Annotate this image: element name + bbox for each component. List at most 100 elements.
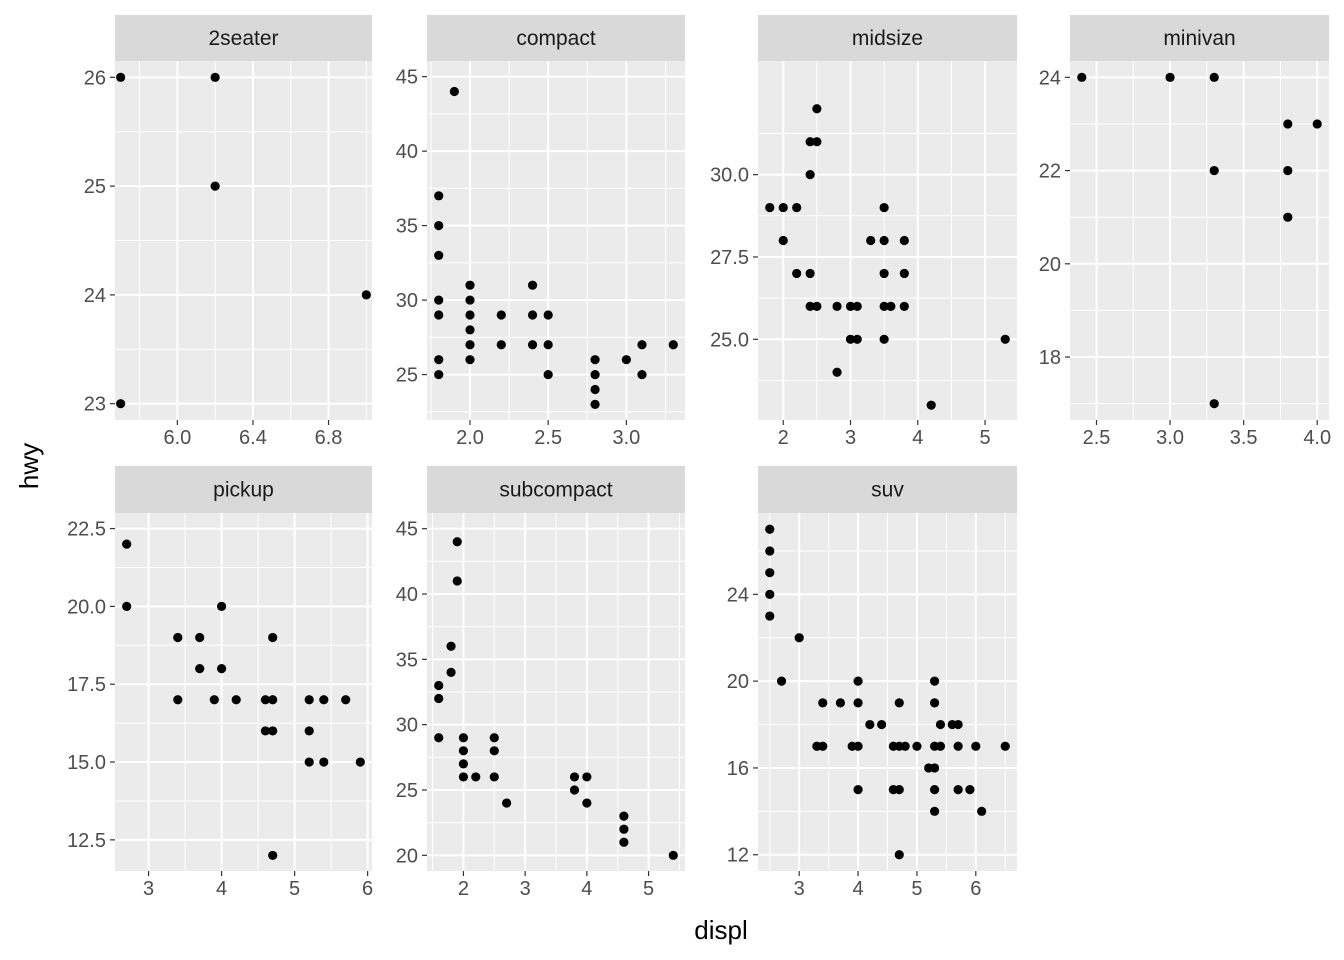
data-point: [953, 785, 963, 795]
data-point: [794, 633, 804, 643]
data-point: [1283, 165, 1293, 176]
y-tick-label: 18: [1039, 347, 1061, 369]
x-tick-label: 6: [362, 878, 373, 900]
data-point: [590, 355, 600, 365]
facet-strip: [115, 466, 372, 513]
data-point: [900, 741, 910, 751]
data-point: [355, 757, 365, 767]
x-tick-label: 3.0: [612, 427, 640, 449]
y-tick-label: 26: [84, 67, 106, 89]
data-point: [621, 355, 631, 365]
data-point: [569, 772, 580, 782]
data-point: [765, 589, 775, 599]
data-point: [434, 310, 444, 320]
data-point: [1209, 399, 1219, 409]
y-tick-label: 45: [396, 67, 418, 89]
y-tick-label: 27.5: [710, 247, 749, 269]
panel-background: [1070, 61, 1329, 420]
y-tick-label: 25: [396, 780, 418, 802]
x-tick-label: 3.0: [1156, 427, 1184, 449]
data-point: [231, 695, 241, 705]
x-tick-label: 6.4: [239, 427, 267, 449]
data-point: [489, 733, 499, 743]
data-point: [668, 850, 678, 860]
x-tick-label: 5: [643, 878, 654, 900]
data-point: [434, 369, 444, 380]
y-tick-label: 20: [727, 671, 749, 693]
facet-strip: [427, 466, 685, 513]
data-point: [122, 601, 132, 611]
data-point: [805, 170, 815, 180]
x-tick-label: 4: [581, 878, 592, 900]
y-tick-label: 25: [84, 176, 106, 198]
data-point: [894, 850, 904, 860]
data-point: [619, 811, 629, 821]
data-point: [122, 539, 132, 549]
data-point: [792, 268, 802, 279]
data-point: [209, 695, 219, 705]
y-tick-label: 45: [396, 519, 418, 541]
data-point: [434, 680, 444, 691]
x-tick-label: 6.0: [163, 427, 191, 449]
data-point: [452, 537, 462, 547]
data-point: [853, 676, 863, 686]
x-tick-label: 3: [794, 878, 805, 900]
data-point: [765, 546, 775, 556]
data-point: [569, 785, 580, 795]
data-point: [471, 772, 481, 782]
data-point: [434, 295, 444, 305]
y-tick-label: 17.5: [67, 674, 106, 696]
facet-panel-compact: compact 2.0 2.5 3.0 25 30 35 40 45: [396, 15, 685, 449]
data-point: [619, 824, 629, 834]
data-point: [434, 221, 444, 231]
data-point: [116, 399, 126, 409]
data-point: [886, 301, 896, 311]
data-point: [465, 280, 475, 290]
data-point: [458, 772, 469, 782]
data-point: [668, 340, 678, 350]
data-point: [935, 741, 946, 751]
facet-strip-label: suv: [871, 479, 904, 502]
data-point: [805, 268, 815, 279]
y-tick-label: 24: [84, 285, 106, 307]
x-tick-label: 2: [778, 427, 789, 449]
data-point: [527, 310, 538, 320]
data-point: [853, 741, 863, 751]
data-point: [434, 250, 444, 260]
data-point: [582, 772, 592, 782]
data-point: [543, 310, 553, 320]
data-point: [361, 290, 371, 300]
data-point: [458, 733, 469, 743]
data-point: [527, 280, 538, 290]
panel-background: [427, 61, 685, 420]
data-point: [852, 301, 862, 311]
x-tick-label: 5: [979, 427, 990, 449]
data-point: [812, 104, 822, 114]
data-point: [899, 301, 909, 311]
data-point: [489, 746, 499, 756]
data-point: [268, 726, 278, 736]
data-point: [929, 763, 940, 773]
data-point: [465, 325, 475, 335]
data-point: [210, 72, 220, 82]
data-point: [953, 741, 963, 751]
data-point: [894, 698, 904, 708]
facet-panel-minivan: minivan 2.5 3.0 3.5 4.0 18 20 22 24: [1039, 15, 1331, 449]
data-point: [1077, 72, 1087, 82]
data-point: [434, 693, 444, 704]
data-point: [929, 698, 940, 708]
data-point: [879, 268, 889, 279]
data-point: [778, 202, 788, 213]
data-point: [778, 235, 788, 246]
x-tick-label: 4: [912, 427, 923, 449]
data-point: [853, 698, 863, 708]
facet-strip-label: 2seater: [208, 27, 278, 50]
data-point: [805, 301, 815, 311]
data-point: [835, 698, 846, 708]
y-tick-label: 23: [84, 394, 106, 416]
data-point: [465, 355, 475, 365]
data-point: [458, 759, 469, 769]
x-tick-label: 3.5: [1230, 427, 1258, 449]
